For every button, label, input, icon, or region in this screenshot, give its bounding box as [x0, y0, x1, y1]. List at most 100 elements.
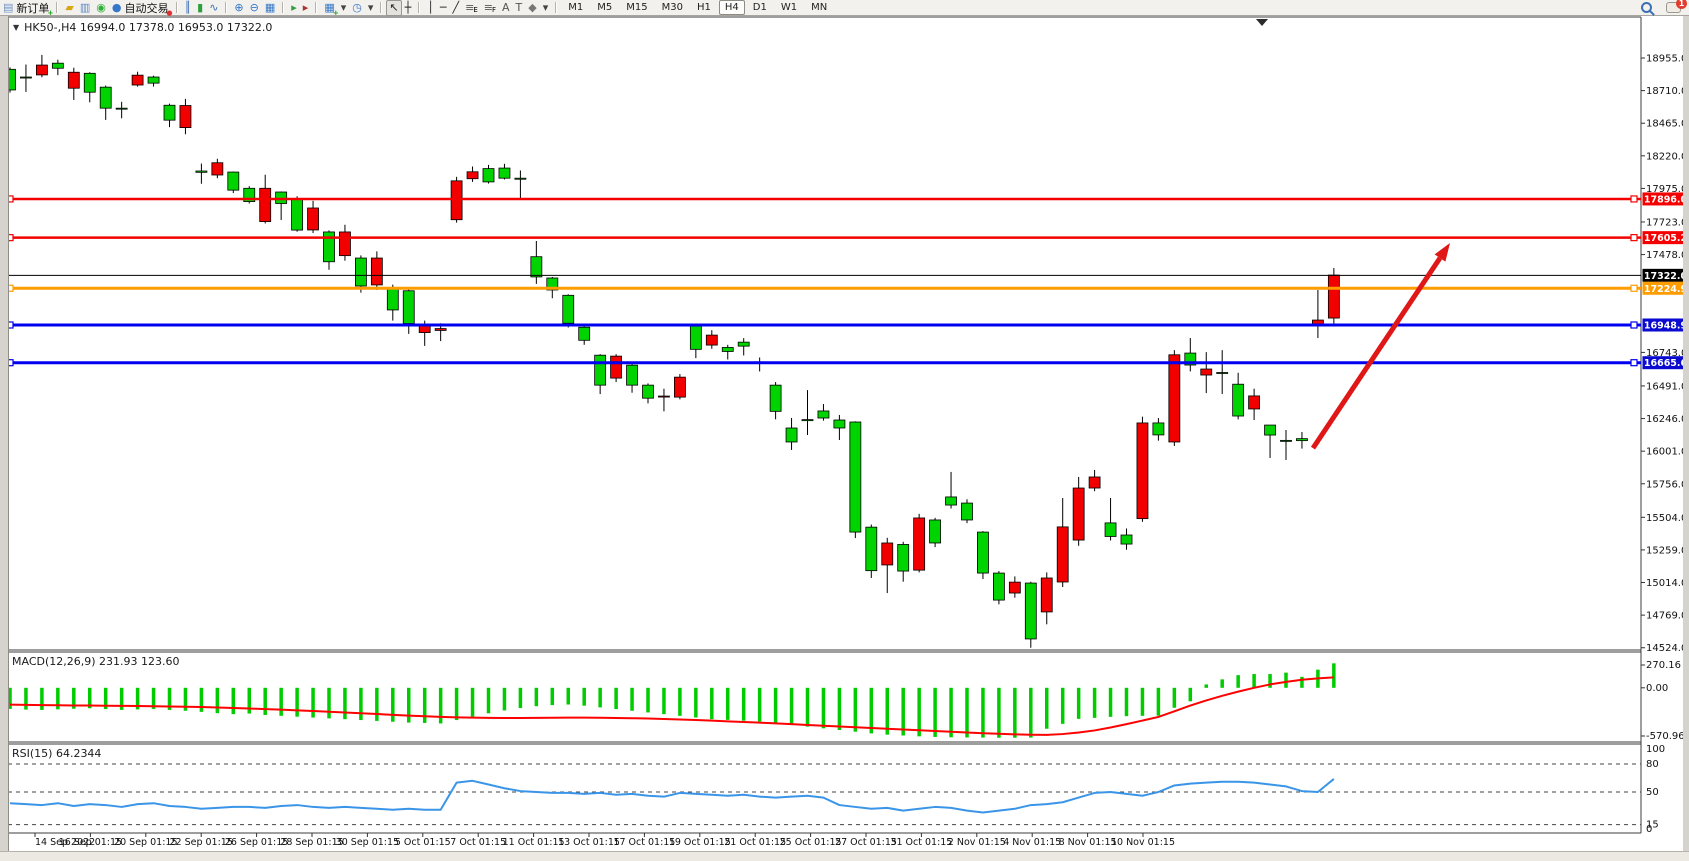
macd-bar — [486, 687, 491, 714]
text-label-icon[interactable]: T — [513, 1, 526, 15]
chat-icon[interactable]: 1 — [1666, 0, 1687, 13]
tf-h4[interactable]: H4 — [718, 0, 745, 15]
trendline-icon: ╱ — [452, 1, 460, 14]
line-chart-icon[interactable]: ∿ — [206, 1, 221, 15]
search-icon[interactable] — [1641, 2, 1652, 13]
bear-candle — [1312, 319, 1324, 325]
signals-icon[interactable]: ◉ — [93, 1, 109, 15]
macd-bar — [470, 687, 475, 717]
fibonacci-icon[interactable]: ≡ F — [481, 1, 499, 15]
line-handle[interactable] — [1630, 195, 1638, 203]
macd-bar — [1332, 663, 1336, 688]
macd-bar — [391, 687, 395, 722]
y-axis-label: 17723.0 — [1646, 217, 1687, 228]
bull-candle — [1216, 372, 1229, 374]
shapes-icon[interactable]: ◆ — [525, 1, 539, 15]
bull-candle — [689, 325, 702, 350]
macd-bar — [454, 687, 459, 721]
time-axis-label: 19 Oct 01:15 — [669, 837, 731, 848]
tile-windows-icon[interactable]: ▦ — [262, 1, 278, 15]
macd-bar — [917, 687, 921, 737]
tf-mn[interactable]: MN — [811, 2, 828, 13]
zoom-out-icon[interactable]: ⊖ — [247, 1, 262, 15]
line-handle[interactable] — [1630, 234, 1638, 242]
crosshair-icon: ┼ — [404, 1, 412, 14]
chart-shift-icon: ▸ — [302, 1, 309, 14]
price-badge — [1642, 268, 1689, 282]
bear-candle — [450, 180, 463, 221]
macd-bar — [167, 687, 172, 710]
autotrade-button[interactable]: ● ● 自动交易 — [109, 1, 173, 16]
time-axis-label: 21 Oct 01:15 — [724, 837, 786, 848]
trend-arrow-head[interactable] — [1434, 242, 1450, 262]
bull-candle — [1280, 439, 1292, 442]
y-axis-label: 14524.0 — [1646, 643, 1687, 654]
y-axis-label: 15504.0 — [1646, 513, 1687, 524]
line-handle[interactable] — [1630, 359, 1638, 367]
new-order-button[interactable]: ▤ + 新订单 — [0, 1, 53, 16]
crosshair-icon[interactable]: ┼ — [402, 1, 415, 15]
equidistant-channel-icon[interactable]: ≡ E — [462, 1, 481, 15]
bull-candle — [115, 107, 128, 110]
macd-bar — [933, 687, 937, 737]
tf-m5[interactable]: M5 — [597, 2, 613, 13]
line-chart-icon: ∿ — [209, 1, 219, 14]
candlestick-chart-icon[interactable]: ▮ — [194, 1, 206, 15]
rsi-axis-label: 0 — [1646, 824, 1652, 835]
bull-candle — [1264, 424, 1276, 436]
text-icon[interactable]: A — [499, 1, 513, 15]
equidistant-channel-icon: ≡ — [465, 1, 475, 14]
bear-candle — [1088, 476, 1101, 489]
y-axis-label: 18465.0 — [1646, 119, 1687, 130]
collapse-arrow-icon[interactable]: ▼ — [13, 23, 20, 32]
macd-bar — [502, 687, 507, 711]
tf-d1[interactable]: D1 — [752, 2, 767, 13]
tf-m30[interactable]: M30 — [661, 2, 683, 13]
cursor-icon[interactable]: ↖ — [386, 0, 402, 16]
time-axis-label: 14 Sep 2022 — [35, 837, 95, 848]
signals-icon: ◉ — [96, 1, 106, 14]
macd-bar — [678, 687, 682, 716]
macd-bar — [821, 687, 826, 729]
gold-icon[interactable]: ▰ — [62, 1, 76, 15]
bear-candle — [307, 207, 319, 231]
macd-bar — [88, 687, 92, 709]
bull-candle — [578, 326, 591, 341]
autotrade-button-label: 自动交易 — [124, 1, 169, 15]
periods-icon[interactable]: ◷ — [349, 1, 365, 15]
fibonacci-icon-sub: F — [491, 5, 497, 14]
horizontal-line-icon[interactable]: ─ — [437, 1, 450, 15]
periods-caret[interactable]: ▾ — [365, 1, 377, 15]
new-order-button-label: 新订单 — [16, 1, 50, 15]
tf-m15[interactable]: M15 — [626, 2, 648, 13]
shapes-caret[interactable]: ▾ — [540, 1, 552, 15]
zoom-in-icon[interactable]: ⊕ — [231, 1, 246, 15]
window-right-edge — [1683, 16, 1689, 860]
vertical-line-icon[interactable]: │ — [424, 1, 437, 15]
line-handle[interactable] — [1630, 321, 1638, 329]
trend-arrow[interactable] — [1310, 256, 1443, 450]
ohlc-info-line[interactable]: ▼ HK50-,H4 16994.0 17378.0 16953.0 17322.… — [13, 21, 272, 34]
tf-h1[interactable]: H1 — [697, 2, 711, 13]
trendline-icon[interactable]: ╱ — [449, 1, 462, 15]
macd-bar — [1092, 687, 1097, 718]
macd-bar — [263, 687, 267, 715]
bull-candle — [83, 72, 96, 93]
bear-candle — [211, 162, 224, 176]
tf-w1[interactable]: W1 — [780, 2, 798, 13]
bar-chart-icon[interactable]: ║ — [182, 1, 195, 15]
indicators-caret[interactable]: ▾ — [338, 1, 350, 15]
cursor-icon: ↖ — [389, 1, 399, 14]
indicators-icon[interactable]: ▦ + — [321, 1, 338, 16]
line-handle[interactable] — [1630, 284, 1638, 292]
bull-candle — [785, 427, 798, 443]
bull-candle — [594, 354, 607, 386]
bull-candle — [817, 410, 830, 419]
chart-shift-icon[interactable]: ▸ — [300, 1, 312, 15]
tf-m1[interactable]: M1 — [568, 2, 584, 13]
depth-of-market-icon[interactable]: ▥ — [77, 1, 93, 15]
auto-scroll-icon[interactable]: ▸ — [288, 1, 300, 15]
toolbar: ▤ + 新订单 ▰ ▥ ◉ ● ● 自动交易 ║ ▮ ∿ ⊕ ⊖ ▦ ▸ ▸ ▦ + ▾ ◷ ▾ ↖ ┼ │ ─ ╱ ≡ E ≡ F A T ◆ ▾… — [0, 0, 1689, 16]
bull-candle — [626, 364, 638, 386]
